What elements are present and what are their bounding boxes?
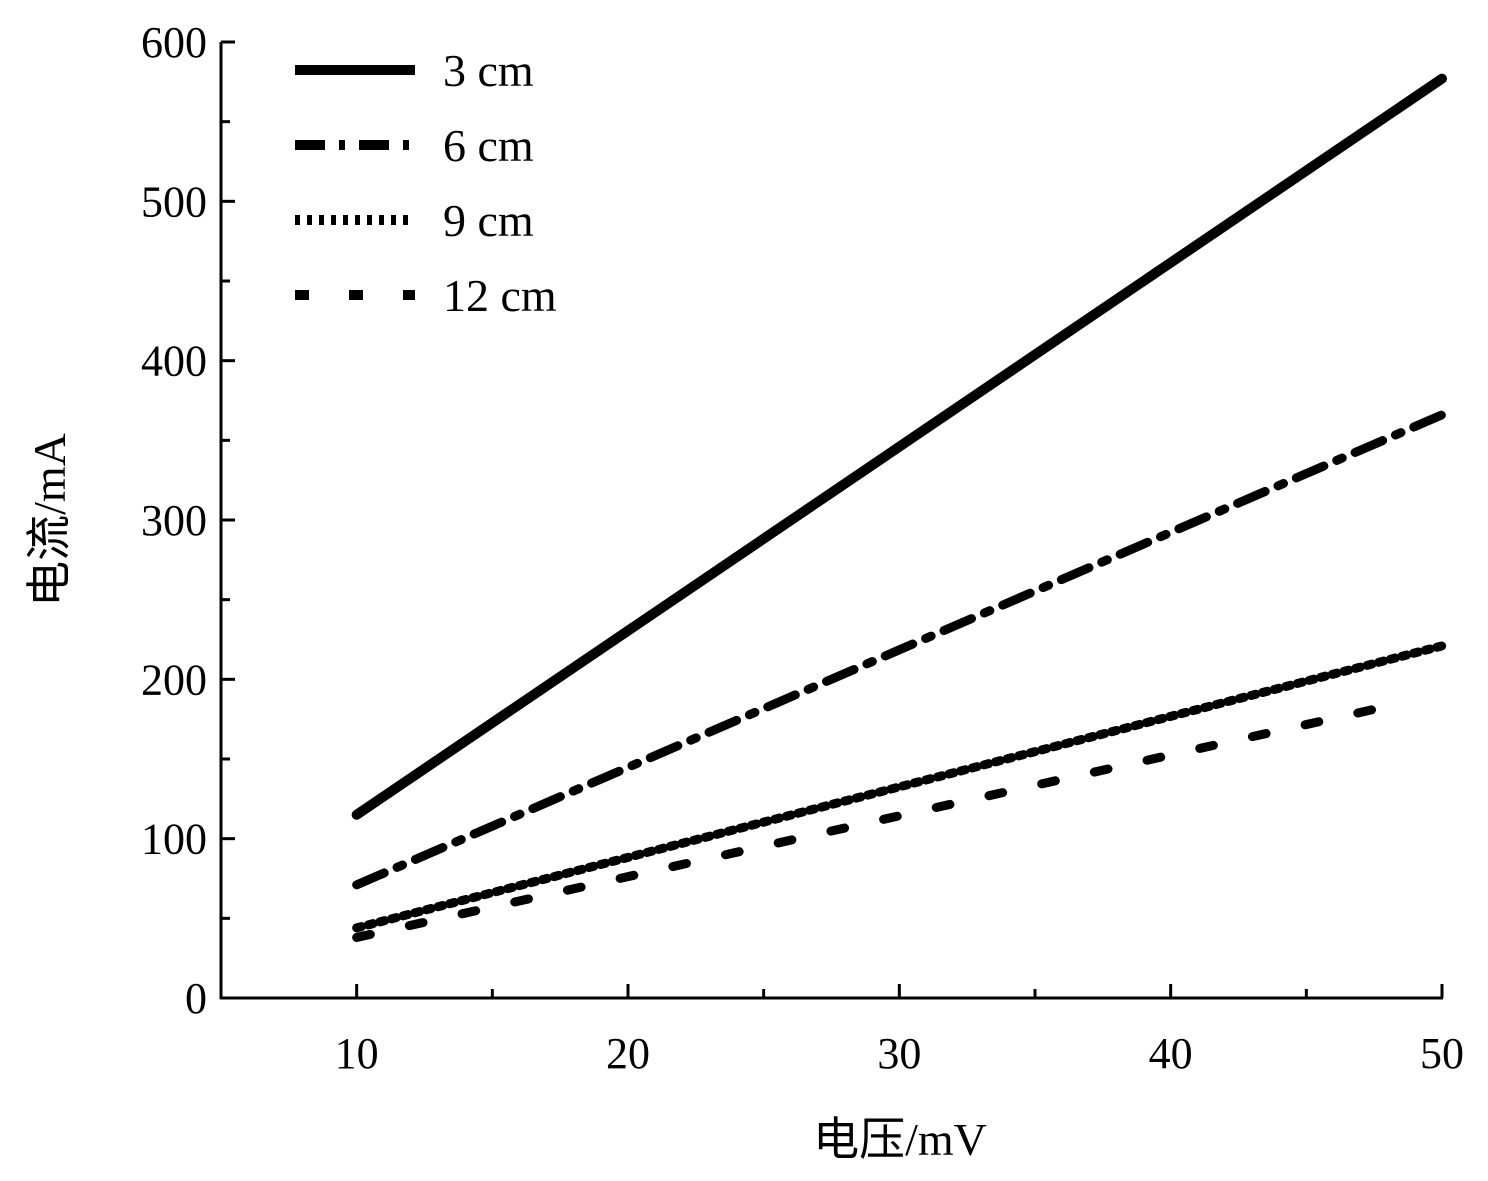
x-tick-label: 40 [1149,1029,1193,1078]
legend-label: 3 cm [443,45,534,96]
y-tick-label: 0 [185,974,207,1023]
x-tick-label: 50 [1420,1029,1464,1078]
y-tick-label: 200 [141,655,207,704]
legend-label: 12 cm [443,270,557,321]
y-axis-label: 电流/mA [24,433,75,607]
legend: 3 cm 6 cm 9 cm 12 cm [295,45,557,321]
tick-labels: 0 100 200 300 400 500 600 10 20 30 40 50 [141,18,1464,1078]
y-tick-label: 100 [141,815,207,864]
x-axis-label: 电压/mV [813,1114,987,1165]
series-line-6cm [352,410,1447,890]
legend-label: 6 cm [443,120,534,171]
x-tick-label: 20 [606,1029,650,1078]
series-line-3cm [351,73,1447,820]
series-line-9cm [352,641,1447,933]
x-tick-label: 30 [877,1029,921,1078]
y-tick-label: 400 [141,337,207,386]
axes [219,40,1444,1000]
y-tick-label: 500 [141,177,207,226]
series-line-12cm [352,698,1406,942]
y-tick-label: 600 [141,18,207,67]
x-tick-label: 10 [335,1029,379,1078]
y-tick-label: 300 [141,496,207,545]
legend-label: 9 cm [443,195,534,246]
series-lines [351,73,1447,942]
